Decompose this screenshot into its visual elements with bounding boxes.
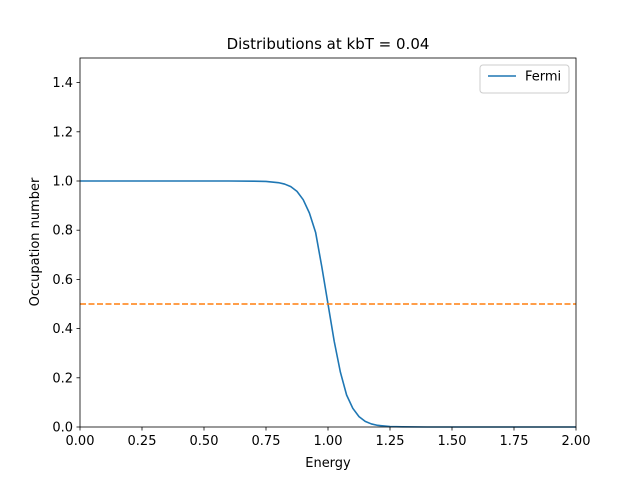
y-tick-label: 0.0 xyxy=(52,421,73,436)
y-axis-label: Occupation number xyxy=(28,177,43,306)
x-tick-label: 1.25 xyxy=(376,434,405,449)
y-tick-label: 0.4 xyxy=(52,322,73,337)
x-tick-label: 1.75 xyxy=(500,434,529,449)
plot-area xyxy=(80,58,576,427)
y-tick-label: 1.2 xyxy=(52,125,73,140)
y-tick-label: 0.8 xyxy=(52,224,73,239)
plot-background xyxy=(80,58,576,427)
x-tick-label: 0.75 xyxy=(252,434,281,449)
y-tick-label: 0.2 xyxy=(52,371,73,386)
x-axis-label: Energy xyxy=(305,456,351,471)
legend-label-fermi: Fermi xyxy=(525,70,561,85)
axes: 0.00 0.25 0.50 0.75 1.00 1.25 1.50 1.75 2.00 0.0 0… xyxy=(52,57,591,449)
legend-box xyxy=(479,64,570,94)
chart-title: Distributions at kbT = 0.04 xyxy=(227,35,430,53)
x-tick-label: 0.25 xyxy=(128,434,157,449)
x-tick-label: 0.50 xyxy=(190,434,219,449)
y-tick-label: 1.4 xyxy=(52,76,73,91)
y-tick-label: 0.6 xyxy=(52,273,73,288)
x-tick-label: 1.50 xyxy=(438,434,467,449)
x-tick-label: 1.00 xyxy=(314,434,343,449)
legend: Fermi xyxy=(479,64,570,94)
x-tick-label: 0.00 xyxy=(66,434,95,449)
x-tick-label: 2.00 xyxy=(562,434,591,449)
y-tick-label: 1.0 xyxy=(52,175,73,190)
